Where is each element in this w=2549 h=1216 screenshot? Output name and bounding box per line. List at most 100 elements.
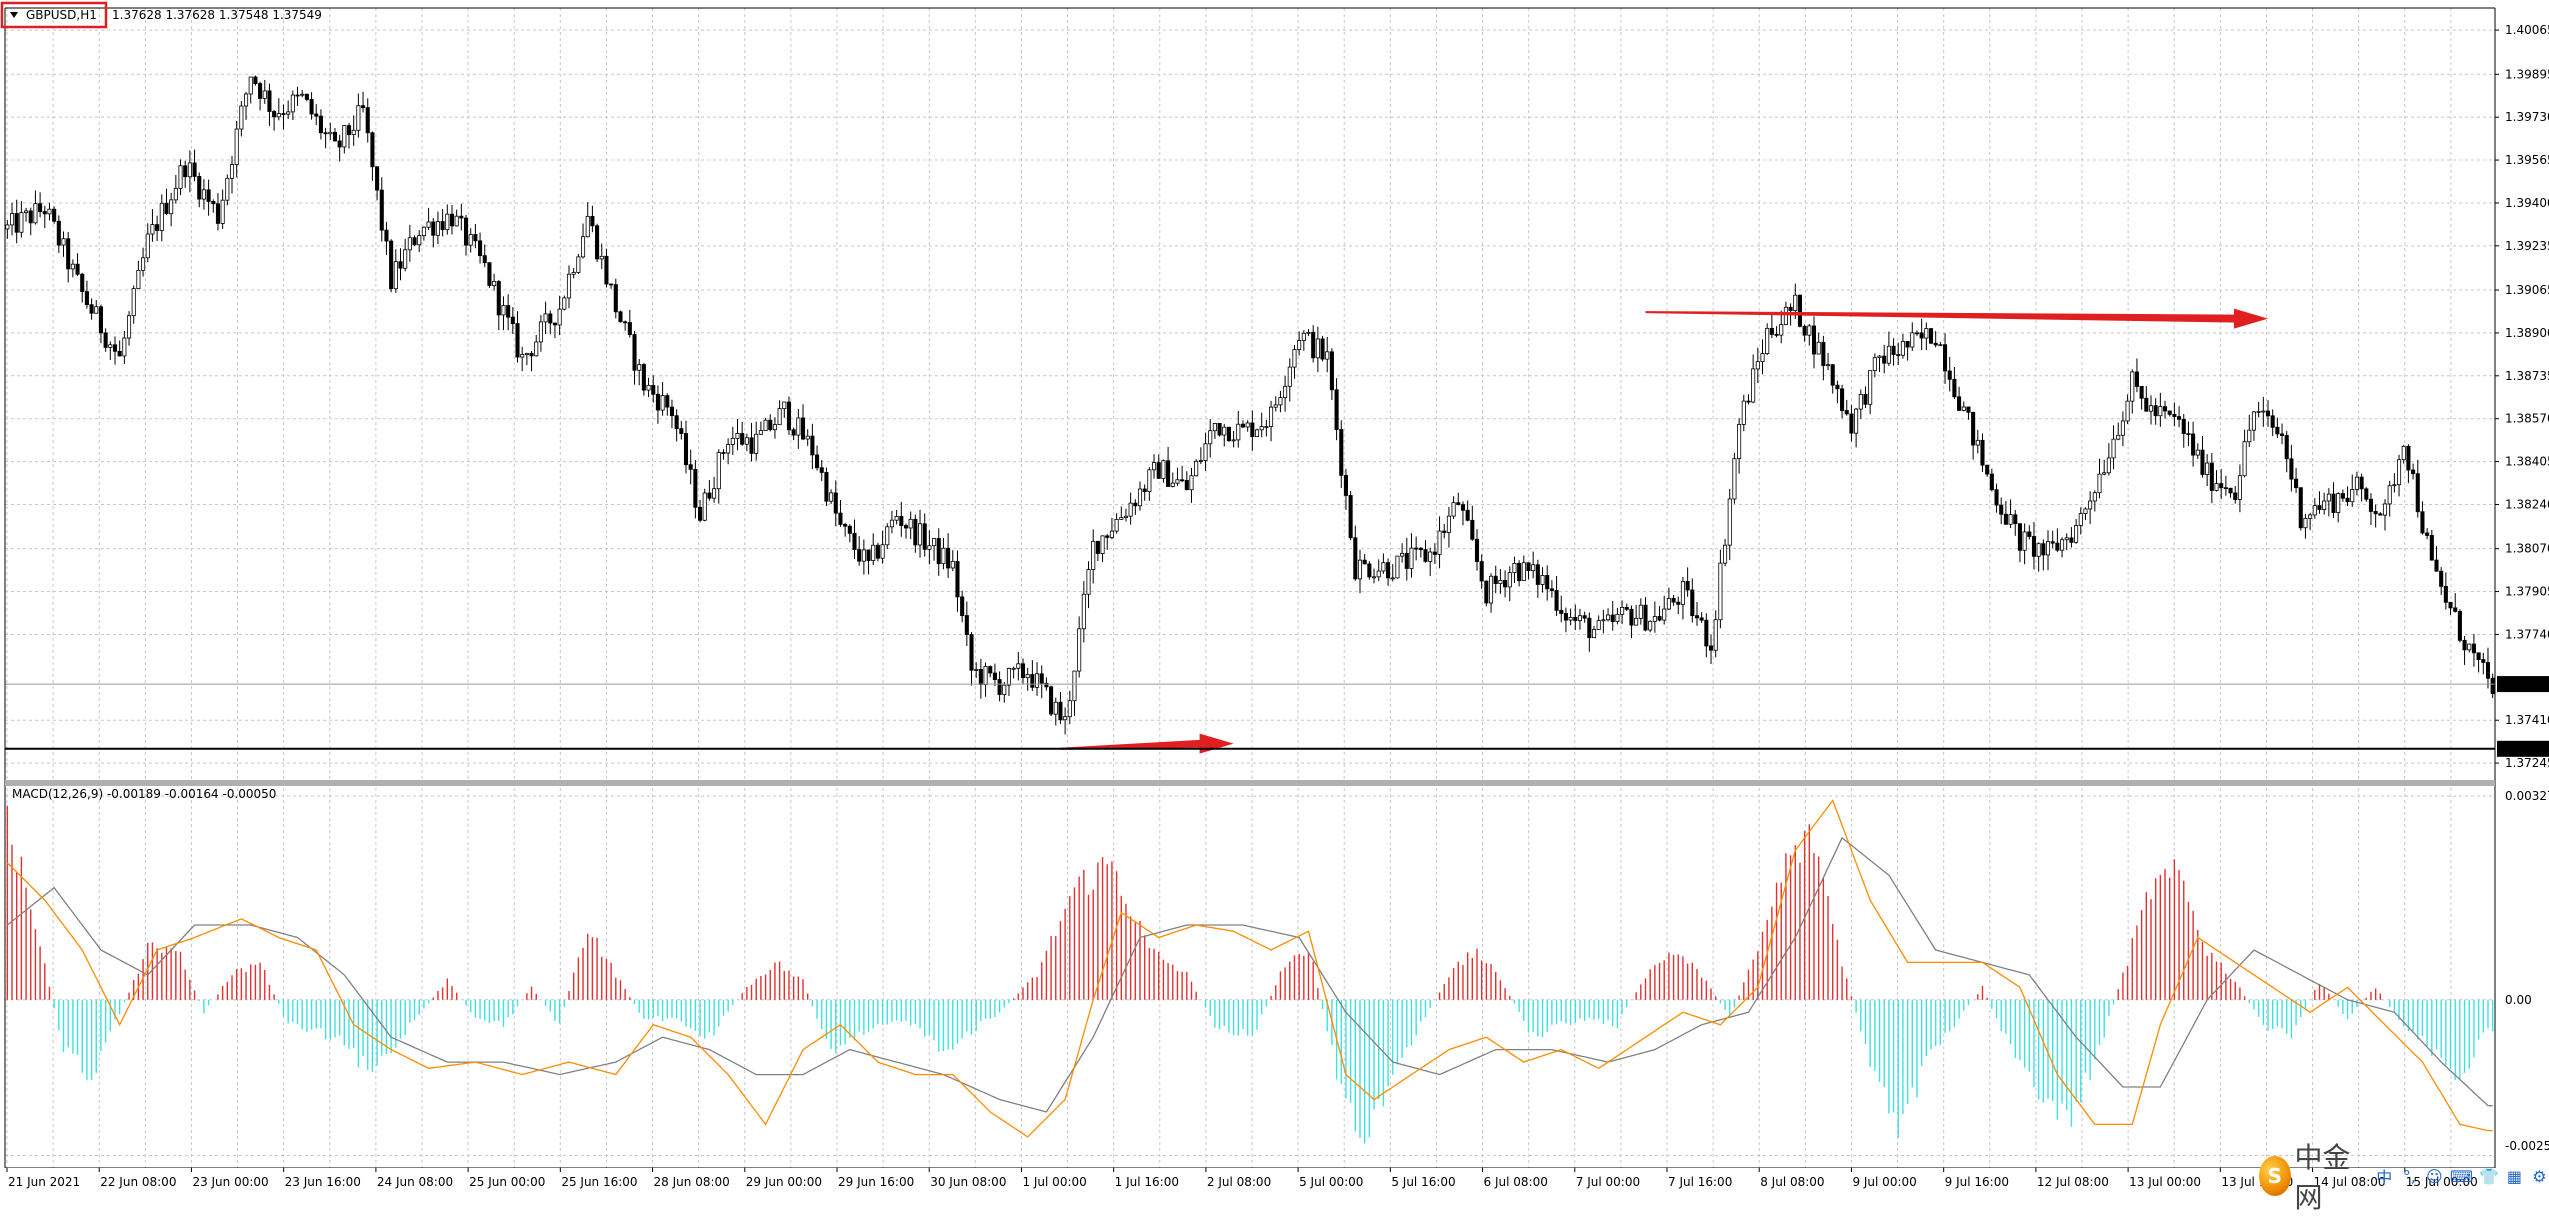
candle-body [1039, 673, 1044, 684]
shirt-icon[interactable]: 👕 [2478, 1166, 2499, 1186]
grid-lines [5, 8, 2495, 1168]
candle-body [2336, 493, 2341, 513]
candle-body [1086, 569, 1091, 595]
candle-body [721, 452, 726, 454]
candle-body [2083, 508, 2088, 514]
candle-body [215, 203, 220, 224]
candle-body [1549, 588, 1554, 591]
brand-text: 中金网 [2294, 1141, 2351, 1214]
candle-body [1994, 489, 1999, 506]
level-price-tag-bg [2497, 740, 2549, 757]
candle-body [300, 93, 305, 96]
x-tick-label: 29 Jun 16:00 [838, 1175, 914, 1189]
candle-body [726, 444, 731, 454]
macd-y-tick-label: 0.00327 [2505, 789, 2549, 803]
candle-body [1498, 579, 1503, 584]
candle-body [2457, 610, 2462, 641]
emoji-icon[interactable]: ☺ [2425, 1166, 2443, 1186]
candle-body [75, 263, 80, 275]
candle-body [318, 115, 323, 134]
candle-body [548, 313, 553, 324]
candle-body [150, 224, 155, 235]
symbol-title-box[interactable] [0, 1, 108, 29]
candle-body [2373, 511, 2378, 515]
candle-body [2205, 462, 2210, 475]
candle-body [2120, 420, 2125, 436]
candle-body [674, 415, 679, 430]
candle-body [2036, 543, 2041, 557]
candle-body [2041, 543, 2046, 556]
candle-body [2111, 438, 2116, 459]
candle-body [1325, 351, 1330, 360]
punctuation-toggle[interactable]: °, [2402, 1166, 2416, 1186]
candle-body [2214, 483, 2219, 491]
candle-body [534, 341, 539, 357]
candle-body [1081, 593, 1086, 630]
candle-body [1161, 460, 1166, 479]
candle-body [496, 281, 501, 316]
candle-body [1638, 604, 1643, 619]
candle-body [903, 525, 909, 529]
candle-body [618, 311, 623, 323]
candle-body [880, 544, 885, 559]
candle-body [103, 332, 108, 348]
candle-body [2191, 433, 2196, 456]
x-tick-label: 25 Jun 16:00 [561, 1175, 637, 1189]
settings-icon[interactable]: ⚙ [2532, 1166, 2547, 1186]
candle-body [829, 492, 834, 502]
candle-body [440, 221, 445, 231]
candle-body [267, 90, 272, 112]
candle-body [1156, 462, 1161, 479]
candle-body [520, 354, 525, 358]
candle-body [9, 213, 15, 226]
candle-body [1807, 325, 1812, 336]
keyboard-icon[interactable]: ⌨ [2449, 1166, 2473, 1186]
candle-body [1591, 629, 1597, 639]
candle-body [580, 236, 586, 258]
dropdown-triangle-icon[interactable] [10, 12, 18, 18]
candle-body [1493, 575, 1498, 584]
candle-body [2387, 485, 2392, 505]
candle-body [2102, 472, 2107, 475]
candle-body [716, 452, 721, 490]
candle-body [426, 221, 431, 228]
candle-body [1732, 458, 1737, 500]
candle-body [2322, 500, 2327, 510]
candle-body [2270, 415, 2275, 428]
candle-body [623, 321, 628, 324]
brand-logo-icon: S [2259, 1156, 2291, 1196]
candle-body [2209, 462, 2214, 491]
candle-body [1226, 426, 1231, 442]
candle-body [1231, 439, 1236, 442]
candle-body [2443, 585, 2448, 603]
candle-body [2031, 536, 2037, 557]
candle-body [857, 549, 862, 562]
candle-body [1957, 396, 1962, 411]
candle-body [2251, 411, 2256, 431]
candle-body [407, 237, 412, 251]
candle-body [1334, 389, 1339, 430]
candle-body [2354, 476, 2359, 490]
candle-body [1311, 331, 1316, 359]
x-tick-label: 29 Jun 00:00 [746, 1175, 822, 1189]
candle-body [487, 262, 492, 286]
x-tick-label: 21 Jun 2021 [8, 1175, 80, 1189]
candle-body [1788, 306, 1793, 312]
candle-body [2074, 525, 2079, 543]
candle-body [1868, 370, 1873, 405]
candle-body [389, 240, 394, 290]
x-tick-label: 2 Jul 08:00 [1207, 1175, 1271, 1189]
candle-body [356, 105, 361, 131]
candle-body [375, 166, 380, 191]
candle-body [796, 417, 801, 436]
candle-body [1947, 370, 1952, 380]
ime-lang-indicator[interactable]: 中 [2376, 1168, 2393, 1187]
candle-body [1793, 294, 1798, 312]
grid-icon[interactable]: ▦ [2506, 1166, 2522, 1186]
candle-body [1624, 607, 1629, 610]
candle-body [1577, 615, 1583, 621]
candle-body [1559, 609, 1564, 614]
candle-body [1142, 488, 1147, 492]
candle-body [1596, 620, 1601, 630]
candle-body [5, 224, 10, 230]
